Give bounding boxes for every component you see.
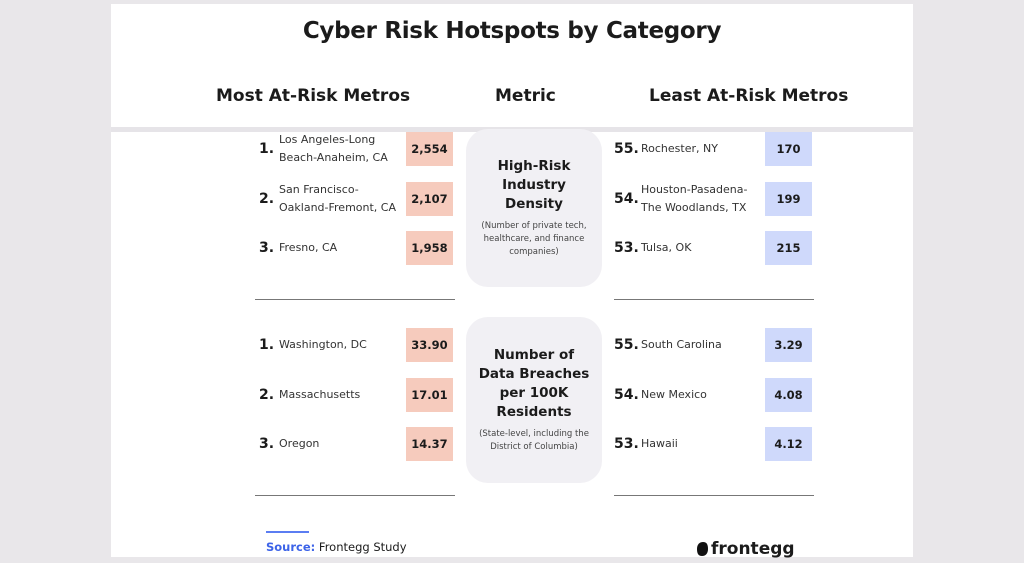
- rank-number: 1.: [259, 337, 275, 353]
- location-name: Houston-Pasadena-The Woodlands, TX: [641, 182, 748, 214]
- metric-note: (Number of private tech, healthcare, and…: [481, 221, 587, 257]
- metric-note: (State-level, including the District of …: [479, 429, 589, 452]
- location-name: Massachusetts: [279, 387, 361, 401]
- most-at-risk-row: 1. Los Angeles-Long Beach-Anaheim, CA 2,55…: [259, 132, 453, 166]
- rank-number: 54.: [614, 190, 639, 207]
- location-name: Rochester, NY: [641, 142, 718, 155]
- value-cell: 4.08: [765, 377, 812, 412]
- location-name: Fresno, CA: [279, 241, 338, 254]
- value-cell: 2,107: [406, 181, 453, 216]
- metric-title: Number of Data Breaches per 100K Residen…: [478, 347, 590, 420]
- rank-number: 54.: [614, 386, 639, 403]
- location-name: Los Angeles-Long Beach-Anaheim, CA: [279, 133, 388, 164]
- rank-number: 55.: [614, 337, 639, 353]
- most-at-risk-row: 3. Oregon 14.37: [259, 427, 453, 461]
- rank-number: 3.: [259, 240, 275, 256]
- most-at-risk-row: 2. Massachusetts 17.01: [259, 377, 453, 412]
- least-section-divider: [614, 299, 814, 300]
- brand-logo: frontegg: [695, 539, 795, 559]
- value-cell: 1,958: [406, 231, 453, 265]
- most-at-risk-row: 1. Washington, DC 33.90: [259, 328, 453, 362]
- least-at-risk-header: Least At-Risk Metros: [649, 86, 849, 106]
- location-name: New Mexico: [641, 387, 707, 401]
- value-cell: 199: [765, 181, 812, 216]
- most-at-risk-row: 3. Fresno, CA 1,958: [259, 231, 453, 265]
- rank-number: 53.: [614, 240, 639, 256]
- value-cell: 3.29: [765, 328, 812, 362]
- least-at-risk-row: 54. New Mexico 4.08: [614, 377, 812, 412]
- location-name: Tulsa, OK: [641, 241, 692, 254]
- location-name: Hawaii: [641, 437, 678, 450]
- location-name: Washington, DC: [279, 338, 367, 351]
- value-cell: 33.90: [406, 328, 453, 362]
- least-at-risk-row: 55. South Carolina 3.29: [614, 328, 812, 362]
- location-name: Oregon: [279, 437, 320, 450]
- location-name: South Carolina: [641, 338, 722, 351]
- least-at-risk-row: 53. Hawaii 4.12: [614, 427, 812, 461]
- rank-number: 1.: [259, 141, 275, 157]
- metric-title: High-Risk Industry Density: [497, 158, 571, 212]
- most-section-divider: [255, 299, 455, 300]
- least-at-risk-row: 55. Rochester, NY 170: [614, 132, 812, 166]
- most-at-risk-header: Most At-Risk Metros: [216, 86, 411, 106]
- brand-name: frontegg: [711, 539, 795, 559]
- rank-number: 55.: [614, 141, 639, 157]
- metric-panel: High-Risk Industry Density (Number of pri…: [466, 129, 602, 287]
- value-cell: 170: [765, 132, 812, 166]
- chart-title: Cyber Risk Hotspots by Category: [302, 18, 722, 44]
- metric-panel: Number of Data Breaches per 100K Residen…: [466, 317, 602, 483]
- value-cell: 14.37: [406, 427, 453, 461]
- value-cell: 2,554: [406, 132, 453, 166]
- rank-number: 2.: [259, 386, 275, 403]
- metric-header: Metric: [495, 86, 556, 106]
- most-at-risk-row: 2. San Francisco-Oakland-Fremont, CA 2,107: [259, 181, 453, 216]
- value-cell: 215: [765, 231, 812, 265]
- least-at-risk-row: 53. Tulsa, OK 215: [614, 231, 812, 265]
- most-section-divider: [255, 495, 455, 496]
- rank-number: 2.: [259, 190, 275, 207]
- source-label: Source:: [266, 540, 316, 554]
- source-text: Frontegg Study: [318, 540, 407, 554]
- location-name: San Francisco-Oakland-Fremont, CA: [279, 182, 396, 214]
- infographic-card: Cyber Risk Hotspots by Category Most At-…: [111, 4, 913, 559]
- frontegg-logo-icon: [697, 542, 708, 556]
- rank-number: 3.: [259, 436, 275, 452]
- value-cell: 4.12: [765, 427, 812, 461]
- value-cell: 17.01: [406, 377, 453, 412]
- rank-number: 53.: [614, 436, 639, 452]
- least-at-risk-row: 54. Houston-Pasadena-The Woodlands, TX 199: [614, 181, 812, 216]
- least-section-divider: [614, 495, 814, 496]
- source-note: Source: Frontegg Study: [266, 540, 407, 554]
- source-accent-line: [266, 531, 309, 533]
